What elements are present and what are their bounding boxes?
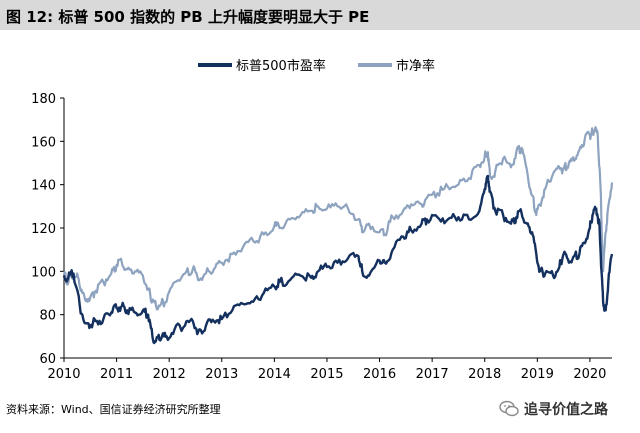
page-title: 图 12: 标普 500 指数的 PB 上升幅度要明显大于 PE bbox=[6, 8, 370, 26]
series-line-pb bbox=[63, 126, 614, 311]
legend-label-pe: 标普500市盈率 bbox=[236, 58, 326, 74]
y-tick-label: 120 bbox=[31, 222, 56, 237]
y-tick-label: 100 bbox=[31, 265, 56, 280]
x-tick-label: 2015 bbox=[310, 367, 343, 382]
x-tick-label: 2020 bbox=[573, 367, 606, 382]
y-tick-label: 60 bbox=[39, 352, 56, 367]
y-tick-label: 180 bbox=[31, 92, 56, 107]
x-tick-label: 2018 bbox=[468, 367, 501, 382]
watermark: 追寻价值之路 bbox=[498, 397, 608, 421]
y-tick-label: 140 bbox=[31, 179, 56, 194]
x-tick-label: 2017 bbox=[416, 367, 449, 382]
x-tick-label: 2011 bbox=[100, 367, 133, 382]
x-tick-label: 2014 bbox=[258, 367, 291, 382]
legend: 标普500市盈率 市净率 bbox=[198, 58, 435, 74]
watermark-text: 追寻价值之路 bbox=[524, 402, 608, 418]
line-chart: 标普500市盈率 市净率 60 80 100 120 140 160 180 2010 2011… bbox=[31, 58, 614, 382]
y-tick-label: 80 bbox=[39, 309, 56, 324]
x-tick-label: 2010 bbox=[47, 367, 80, 382]
series-line-pe bbox=[62, 174, 614, 345]
y-tick-label: 160 bbox=[31, 135, 56, 150]
x-tick-label: 2012 bbox=[153, 367, 186, 382]
x-tick-label: 2019 bbox=[521, 367, 554, 382]
x-tick-label: 2016 bbox=[363, 367, 396, 382]
x-tick-label: 2013 bbox=[205, 367, 238, 382]
plot-area: 60 80 100 120 140 160 180 2010 2011 2012 2013 2014 2… bbox=[31, 92, 614, 382]
wechat-icon bbox=[499, 400, 519, 417]
title-bar: 图 12: 标普 500 指数的 PB 上升幅度要明显大于 PE bbox=[0, 0, 640, 30]
legend-label-pb: 市净率 bbox=[396, 58, 435, 74]
source-note: 资料来源：Wind、国信证券经济研究所整理 bbox=[6, 403, 221, 416]
